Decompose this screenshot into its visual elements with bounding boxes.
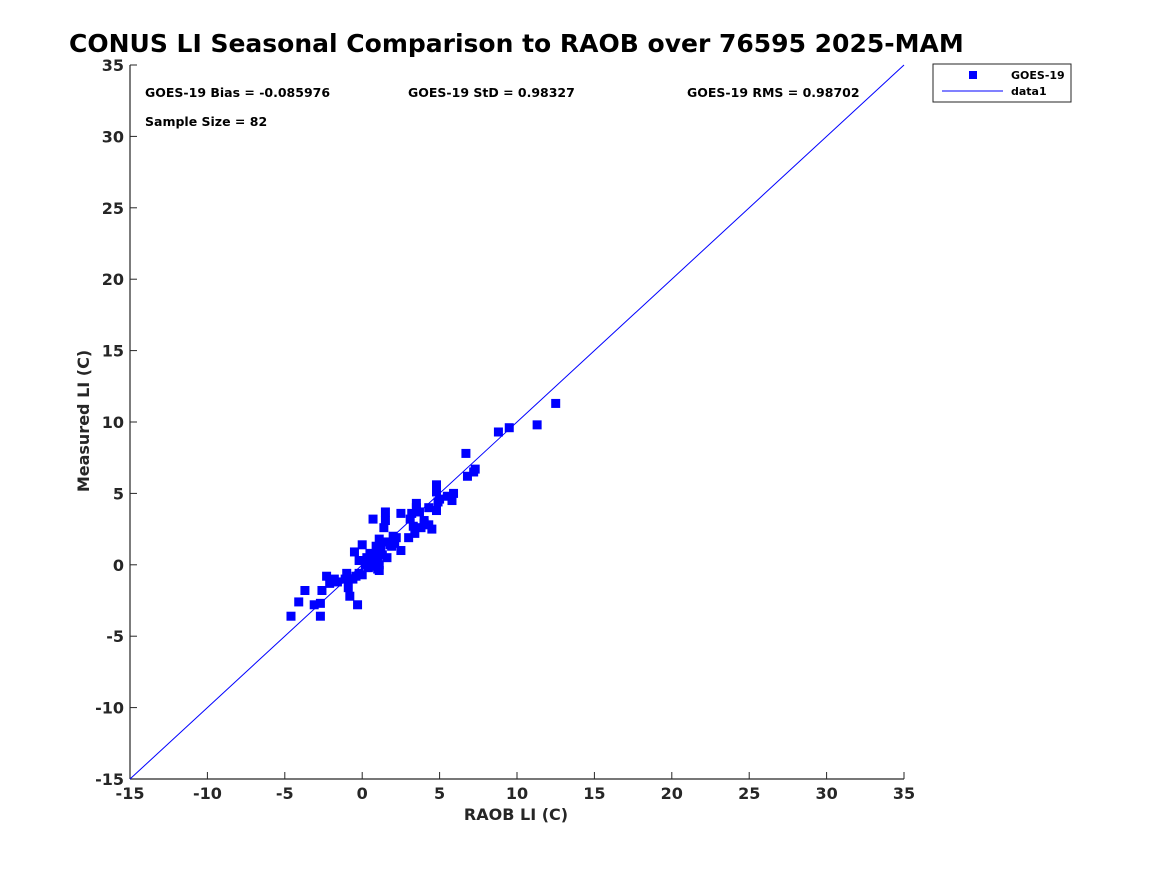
- stat-sample-size: Sample Size = 82: [145, 114, 267, 129]
- data-point: [322, 571, 332, 581]
- data-point: [388, 531, 398, 541]
- data-point: [380, 516, 390, 526]
- x-axis-label: RAOB LI (C): [464, 805, 568, 824]
- x-tick-label: 25: [738, 784, 760, 803]
- data-point: [353, 600, 363, 610]
- data-point: [427, 524, 437, 534]
- y-tick-label: 35: [102, 56, 124, 75]
- data-point: [357, 540, 367, 550]
- data-point: [551, 398, 561, 408]
- data-point: [357, 570, 367, 580]
- data-point: [396, 508, 406, 518]
- data-point: [390, 538, 400, 548]
- series-line-data1: [129, 64, 905, 780]
- data-point: [470, 464, 480, 474]
- data-point: [309, 600, 319, 610]
- y-tick-label: 30: [102, 127, 124, 146]
- data-point: [332, 577, 342, 587]
- data-point: [343, 583, 353, 593]
- data-point: [410, 528, 420, 538]
- legend-label-goes19: GOES-19: [1011, 69, 1065, 82]
- data-point: [407, 508, 417, 518]
- data-point: [379, 523, 389, 533]
- data-point: [349, 547, 359, 557]
- data-point: [432, 506, 442, 516]
- y-axis-label: Measured LI (C): [74, 350, 93, 492]
- data-point: [493, 427, 503, 437]
- data-point: [461, 448, 471, 458]
- x-tick-label: 5: [434, 784, 445, 803]
- series-points-goes19: [286, 398, 561, 621]
- y-tick-label: 0: [113, 556, 124, 575]
- data-point: [377, 550, 387, 560]
- data-point: [382, 553, 392, 563]
- legend-label-data1: data1: [1011, 85, 1047, 98]
- y-tick-label: -10: [95, 699, 124, 718]
- x-tick-label: -10: [193, 784, 222, 803]
- y-tick-label: 20: [102, 270, 124, 289]
- data-point: [504, 423, 514, 433]
- data-point: [365, 548, 375, 558]
- data-point: [408, 521, 418, 531]
- data-point: [419, 516, 429, 526]
- data-point: [317, 586, 327, 596]
- data-point: [345, 591, 355, 601]
- data-point: [432, 487, 442, 497]
- x-tick-label: 15: [583, 784, 605, 803]
- data-point: [396, 546, 406, 556]
- data-point: [315, 598, 325, 608]
- legend-marker-goes19: [969, 71, 977, 79]
- data-point: [442, 491, 452, 501]
- y-tick-label: 25: [102, 199, 124, 218]
- data-point: [363, 563, 373, 573]
- data-point: [340, 574, 350, 584]
- y-tick-label: 15: [102, 342, 124, 361]
- y-tick-label: -15: [95, 770, 124, 789]
- data-point: [315, 611, 325, 621]
- data-point: [368, 514, 378, 524]
- data-point: [294, 597, 304, 607]
- data-point: [432, 480, 442, 490]
- data-point: [373, 564, 383, 574]
- stat-rms: GOES-19 RMS = 0.98702: [687, 85, 860, 100]
- data-point: [411, 498, 421, 508]
- data-point: [414, 507, 424, 517]
- x-ticks: -15 -10 -5 0 5 10 15 20 25 30 35: [116, 772, 915, 803]
- data-point: [405, 514, 415, 524]
- x-tick-label: 35: [893, 784, 915, 803]
- chart-title: CONUS LI Seasonal Comparison to RAOB ove…: [69, 29, 964, 58]
- data-point: [435, 494, 445, 504]
- data-point: [342, 568, 352, 578]
- legend: GOES-19 data1: [932, 63, 1072, 103]
- data-point: [404, 533, 414, 543]
- data-point: [325, 578, 335, 588]
- data-point: [462, 471, 472, 481]
- data-point: [374, 534, 384, 544]
- y-tick-label: -5: [106, 627, 124, 646]
- data-point: [449, 488, 459, 498]
- data-point: [354, 556, 364, 566]
- x-tick-label: -5: [276, 784, 294, 803]
- data-point: [424, 503, 434, 513]
- data-point: [447, 496, 457, 506]
- legend-box: [932, 63, 1072, 103]
- stat-bias: GOES-19 Bias = -0.085976: [145, 85, 330, 100]
- data-point: [371, 541, 381, 551]
- x-tick-label: 20: [661, 784, 683, 803]
- x-tick-label: -15: [116, 784, 145, 803]
- y-tick-label: 5: [113, 484, 124, 503]
- data-point: [380, 507, 390, 517]
- y-ticks: 35 30 25 20 15 10 5 0 -5 -10 -15: [95, 56, 137, 789]
- data-point: [532, 420, 542, 430]
- x-tick-label: 0: [357, 784, 368, 803]
- y-tick-label: 10: [102, 413, 124, 432]
- x-tick-label: 30: [815, 784, 837, 803]
- x-tick-label: 10: [506, 784, 528, 803]
- data-point: [300, 586, 310, 596]
- stat-std: GOES-19 StD = 0.98327: [408, 85, 575, 100]
- data-point: [376, 543, 386, 553]
- data-point: [286, 611, 296, 621]
